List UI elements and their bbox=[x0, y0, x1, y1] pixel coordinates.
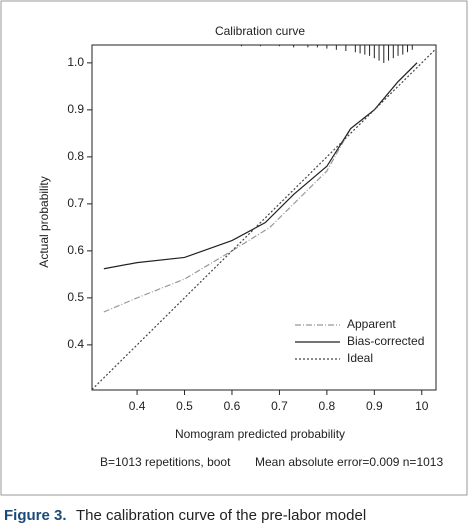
plot-frame bbox=[91, 44, 437, 391]
x-tick-label: 0.6 bbox=[224, 399, 241, 413]
x-tick-label: 0.7 bbox=[271, 399, 288, 413]
y-axis-label: Actual probability bbox=[37, 176, 51, 267]
annotation: B=1013 repetitions, boot bbox=[100, 455, 231, 469]
y-tick-label: 0.5 bbox=[67, 290, 84, 304]
series-line bbox=[103, 62, 418, 270]
caption-label: Figure 3. bbox=[4, 507, 67, 524]
x-tick-label: 0.8 bbox=[319, 399, 336, 413]
series-line bbox=[91, 48, 437, 390]
annotation: Mean absolute error=0.009 n=1013 bbox=[255, 455, 443, 469]
x-tick-label: 0.9 bbox=[366, 399, 383, 413]
series-line bbox=[103, 62, 418, 313]
y-tick-label: 1.0 bbox=[67, 55, 84, 69]
y-tick-label: 0.6 bbox=[67, 243, 84, 257]
x-tick-label: 0.4 bbox=[129, 399, 146, 413]
x-axis-label: Nomogram predicted probability bbox=[175, 427, 345, 441]
x-tick-label: 0.5 bbox=[176, 399, 193, 413]
y-tick-label: 0.9 bbox=[67, 102, 84, 116]
x-tick-label: 10 bbox=[415, 399, 429, 413]
y-tick-label: 0.4 bbox=[67, 337, 84, 351]
y-tick-label: 0.8 bbox=[67, 149, 84, 163]
chart-title: Calibration curve bbox=[215, 24, 305, 38]
legend-label: Ideal bbox=[347, 351, 373, 365]
legend-label: Bias-corrected bbox=[347, 334, 424, 348]
caption: The calibration curve of the pre-labor m… bbox=[76, 507, 366, 524]
y-tick-label: 0.7 bbox=[67, 196, 84, 210]
figure-border bbox=[0, 0, 468, 496]
legend-label: Apparent bbox=[347, 317, 396, 331]
